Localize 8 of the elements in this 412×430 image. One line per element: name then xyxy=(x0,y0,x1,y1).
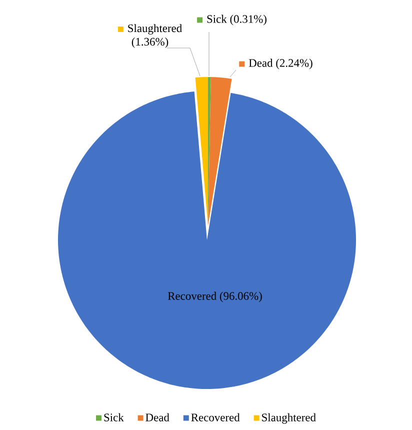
data-label: Sick (0.31%) xyxy=(207,14,266,26)
legend-label: Slaughtered xyxy=(262,413,316,424)
legend-label: Sick xyxy=(104,413,124,422)
data-label: Recovered (96.06%) xyxy=(168,292,262,302)
data-label: Slaughtered (1.36%) xyxy=(128,24,182,48)
legend-label: Recovered xyxy=(191,413,240,422)
legend-label: Dead xyxy=(146,413,170,422)
data-label: Dead (2.24%) xyxy=(248,58,312,70)
